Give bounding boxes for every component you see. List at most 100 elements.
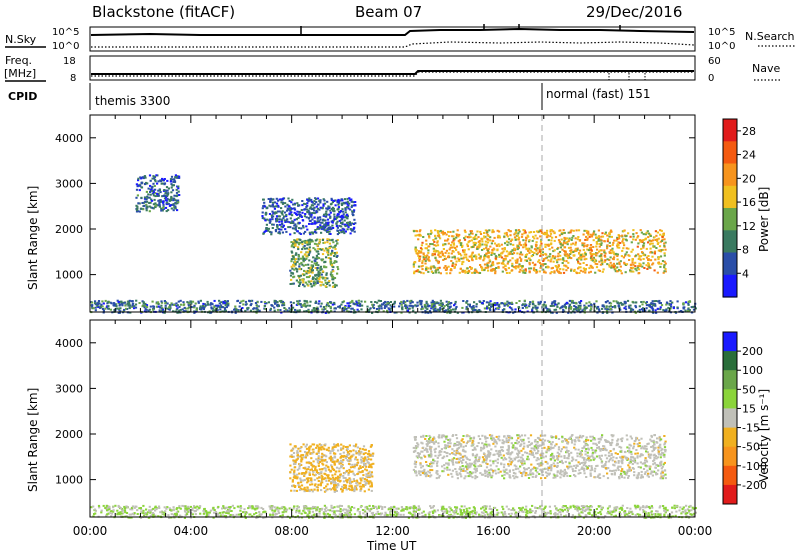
data-cell bbox=[269, 198, 272, 201]
data-cell bbox=[304, 242, 307, 244]
data-cell bbox=[313, 206, 316, 209]
data-cell bbox=[470, 239, 473, 242]
data-cell bbox=[571, 299, 574, 302]
data-cell bbox=[455, 245, 458, 248]
data-cell bbox=[579, 262, 582, 265]
data-cell bbox=[598, 245, 601, 248]
data-cell bbox=[553, 459, 556, 462]
data-cell bbox=[399, 302, 402, 305]
data-cell bbox=[436, 267, 439, 270]
data-cell bbox=[219, 304, 223, 307]
data-cell bbox=[523, 232, 526, 235]
data-cell bbox=[328, 206, 331, 209]
data-cell bbox=[437, 252, 441, 255]
data-cell bbox=[653, 456, 656, 459]
data-cell bbox=[420, 265, 423, 268]
data-cell bbox=[292, 220, 295, 223]
data-cell bbox=[481, 240, 484, 243]
data-cell bbox=[452, 250, 455, 253]
data-cell bbox=[658, 249, 662, 252]
data-cell bbox=[333, 452, 336, 455]
data-cell bbox=[503, 258, 506, 261]
data-cell bbox=[635, 301, 638, 304]
data-cell bbox=[174, 207, 177, 210]
data-cell bbox=[311, 465, 314, 468]
data-cell bbox=[353, 303, 356, 306]
data-cell bbox=[369, 307, 372, 310]
data-cell bbox=[143, 204, 146, 207]
data-cell bbox=[349, 466, 353, 469]
data-cell bbox=[342, 300, 345, 303]
data-cell bbox=[616, 253, 619, 256]
data-cell bbox=[292, 241, 295, 244]
data-cell bbox=[183, 310, 186, 313]
data-cell bbox=[309, 199, 312, 202]
data-cell bbox=[467, 260, 471, 262]
data-cell bbox=[541, 251, 544, 254]
data-cell bbox=[276, 308, 280, 311]
data-cell bbox=[247, 306, 250, 309]
data-cell bbox=[461, 438, 464, 441]
data-cell bbox=[296, 468, 299, 471]
data-cell bbox=[274, 229, 277, 231]
data-cell bbox=[170, 191, 173, 194]
data-cell bbox=[165, 186, 169, 189]
data-cell bbox=[563, 246, 567, 249]
data-cell bbox=[335, 444, 338, 446]
data-cell bbox=[622, 256, 625, 259]
data-cell bbox=[341, 301, 344, 304]
data-cell bbox=[658, 302, 661, 305]
data-cell bbox=[149, 191, 152, 193]
data-cell bbox=[315, 209, 318, 212]
data-cell bbox=[592, 253, 595, 256]
data-cell bbox=[346, 215, 349, 218]
data-cell bbox=[528, 239, 531, 242]
data-cell bbox=[170, 302, 173, 305]
data-cell bbox=[346, 221, 349, 224]
data-cell bbox=[430, 465, 433, 468]
data-cell bbox=[634, 304, 637, 307]
data-cell bbox=[225, 306, 228, 309]
data-cell bbox=[585, 229, 588, 232]
data-cell bbox=[339, 210, 342, 212]
data-cell bbox=[323, 224, 326, 227]
data-cell bbox=[331, 478, 334, 481]
data-cell bbox=[359, 477, 362, 480]
data-cell bbox=[306, 451, 310, 454]
data-cell bbox=[562, 259, 566, 262]
data-cell bbox=[271, 204, 274, 207]
data-cell bbox=[307, 248, 310, 251]
data-cell bbox=[337, 201, 341, 204]
data-cell bbox=[154, 195, 157, 198]
data-cell bbox=[308, 222, 311, 225]
data-cell bbox=[502, 266, 505, 269]
data-cell bbox=[544, 304, 547, 307]
data-cell bbox=[513, 464, 516, 467]
data-cell bbox=[528, 303, 531, 306]
data-cell bbox=[517, 265, 520, 268]
data-cell bbox=[386, 303, 390, 306]
data-cell bbox=[323, 219, 326, 222]
data-cell bbox=[516, 452, 519, 455]
data-cell bbox=[367, 474, 370, 477]
data-cell bbox=[429, 436, 432, 439]
data-cell bbox=[608, 241, 611, 244]
data-cell bbox=[349, 208, 352, 211]
data-cell bbox=[313, 212, 316, 215]
data-cell bbox=[455, 305, 458, 308]
data-cell bbox=[310, 239, 313, 242]
data-cell bbox=[568, 256, 571, 259]
data-cell bbox=[663, 254, 666, 257]
data-cell bbox=[356, 473, 359, 476]
data-cell bbox=[663, 309, 666, 312]
data-cell bbox=[511, 249, 514, 252]
data-cell bbox=[296, 476, 299, 479]
data-cell bbox=[389, 301, 392, 303]
data-cell bbox=[340, 230, 343, 233]
data-cell bbox=[647, 255, 650, 257]
data-cell bbox=[641, 308, 644, 311]
data-cell bbox=[471, 258, 474, 261]
data-cell bbox=[574, 308, 577, 311]
data-cell bbox=[138, 202, 141, 205]
data-cell bbox=[308, 449, 311, 452]
